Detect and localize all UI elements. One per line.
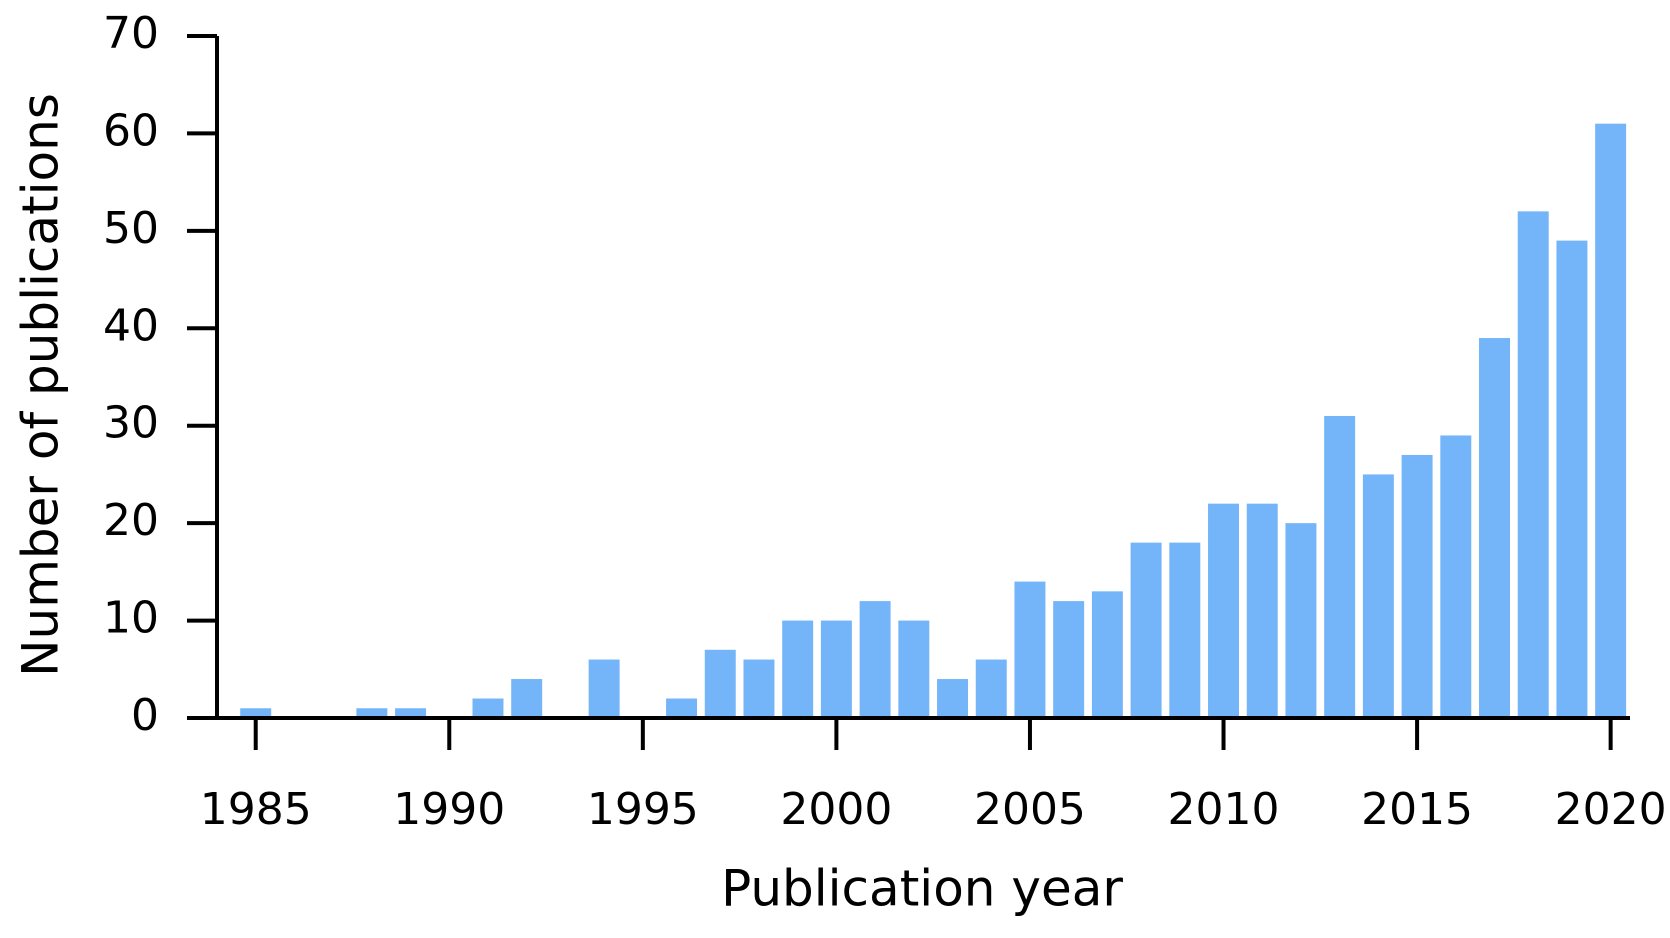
bar [1517, 211, 1549, 718]
x-tick-label: 2010 [1168, 784, 1280, 835]
bar [511, 679, 543, 718]
bar [1169, 542, 1201, 718]
y-tick-label: 40 [103, 300, 159, 351]
bar [472, 698, 504, 718]
bar [1285, 523, 1317, 718]
x-tick-label: 2000 [780, 784, 892, 835]
y-tick-label: 50 [103, 203, 159, 254]
bar [240, 708, 272, 718]
bar [975, 659, 1007, 718]
bar [395, 708, 427, 718]
y-tick-label: 70 [103, 8, 159, 59]
bar [1362, 474, 1394, 718]
y-tick-label: 20 [103, 495, 159, 546]
bar [1479, 338, 1510, 718]
y-tick-label: 30 [103, 398, 159, 449]
bar [1014, 581, 1046, 718]
bar [1324, 415, 1356, 718]
bar [1556, 240, 1588, 718]
bar [820, 620, 852, 718]
y-axis-label: Number of publications [12, 93, 70, 677]
x-tick-label: 1990 [393, 784, 505, 835]
x-tick-label: 2005 [974, 784, 1086, 835]
bar [1401, 454, 1433, 718]
bar [1053, 601, 1085, 718]
x-tick-label: 2020 [1555, 784, 1667, 835]
bar [898, 620, 930, 718]
bar [1091, 591, 1123, 718]
x-tick-label: 1985 [200, 784, 312, 835]
y-tick-label: 10 [103, 593, 159, 644]
x-axis-label: Publication year [721, 860, 1123, 918]
bar [704, 649, 736, 718]
bar [1130, 542, 1162, 718]
bar [356, 708, 388, 718]
bar [666, 698, 698, 718]
bar [1246, 503, 1278, 718]
bar [1440, 435, 1472, 718]
y-tick-label: 60 [103, 105, 159, 156]
bar [937, 679, 969, 718]
x-tick-label: 1995 [587, 784, 699, 835]
bar [782, 620, 814, 718]
bar [859, 601, 891, 718]
bar [743, 659, 775, 718]
bar [588, 659, 620, 718]
bar [1595, 123, 1627, 718]
x-tick-label: 2015 [1361, 784, 1473, 835]
y-tick-label: 0 [131, 690, 159, 741]
bar [1208, 503, 1240, 718]
